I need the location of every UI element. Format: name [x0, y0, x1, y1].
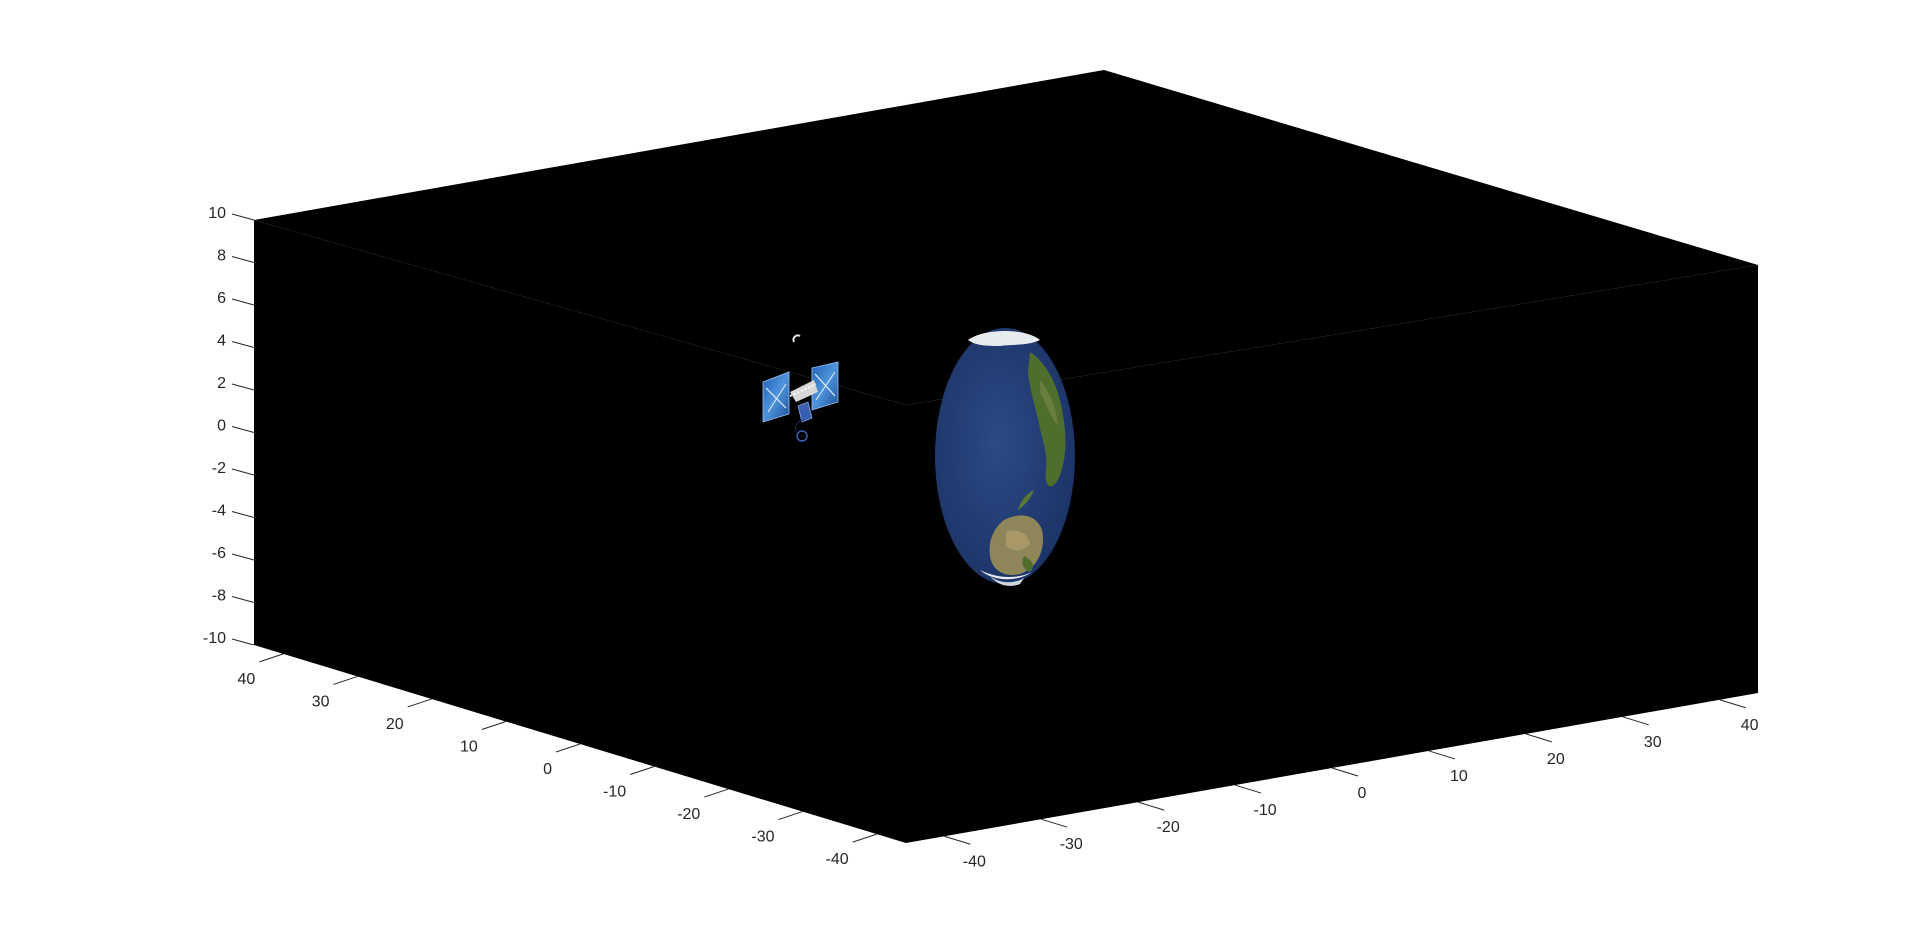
y-tick-label: -20: [677, 806, 700, 823]
z-tick-mark: [231, 213, 255, 221]
x-tick-mark: [1138, 801, 1165, 811]
axes-top-face: [254, 70, 1758, 405]
y-tick-mark: [630, 766, 655, 775]
x-tick-mark: [1719, 699, 1746, 709]
y-tick-label: 20: [386, 716, 404, 733]
z-tick-mark: [231, 638, 255, 646]
z-tick-label: -2: [212, 460, 226, 477]
z-tick-mark: [231, 383, 255, 391]
y-tick-label: -10: [603, 784, 626, 801]
z-tick-label: 0: [217, 418, 226, 435]
z-tick-label: -10: [203, 630, 226, 647]
x-tick-label: 30: [1644, 734, 1662, 751]
y-tick-mark: [407, 698, 432, 708]
x-tick-label: 0: [1358, 785, 1367, 802]
x-tick-label: -30: [1060, 836, 1083, 853]
z-tick-mark: [231, 298, 255, 306]
x-tick-label: -20: [1157, 819, 1180, 836]
y-tick-label: 10: [460, 738, 478, 755]
y-tick-mark: [555, 743, 581, 753]
x-tick-mark: [1525, 733, 1552, 743]
z-tick-label: -8: [212, 588, 226, 605]
z-tick-label: 6: [217, 290, 226, 307]
y-tick-mark: [778, 811, 803, 821]
y-tick-label: 0: [543, 761, 552, 778]
y-tick-label: 30: [312, 693, 330, 710]
z-tick-mark: [231, 256, 255, 263]
x-tick-mark: [1041, 818, 1068, 828]
earth-globe: [935, 328, 1075, 586]
y-axis: 40 30 20 10 0 -10 -20 -30 -40: [238, 653, 877, 868]
z-tick-mark: [231, 596, 255, 603]
x-tick-label: 40: [1741, 717, 1759, 734]
axes-right-face: [906, 265, 1758, 843]
z-tick-mark: [231, 426, 255, 433]
y-tick-label: -30: [751, 829, 774, 846]
z-tick-mark: [231, 553, 255, 561]
satellite: [762, 334, 839, 442]
x-tick-label: -10: [1254, 802, 1277, 819]
x-tick-mark: [944, 835, 971, 845]
axes-box: [254, 70, 1758, 843]
x-tick-mark: [1622, 716, 1649, 726]
z-tick-label: 4: [217, 333, 226, 350]
x-tick-label: -40: [963, 853, 986, 870]
x-tick-label: 10: [1450, 768, 1468, 785]
y-tick-label: 40: [238, 671, 256, 688]
x-tick-mark: [1234, 784, 1262, 794]
x-tick-mark: [1428, 750, 1456, 760]
z-axis: 10 8 6 4 2 0 -2 -4 -6 -8 -10: [203, 205, 255, 647]
z-tick-mark: [231, 511, 255, 518]
y-tick-mark: [852, 833, 877, 843]
y-tick-mark: [704, 788, 729, 798]
x-tick-label: 20: [1547, 751, 1565, 768]
z-tick-mark: [231, 341, 255, 348]
y-tick-mark: [481, 721, 506, 730]
y-tick-label: -40: [826, 851, 849, 868]
axes-left-face: [254, 220, 906, 843]
z-tick-label: -6: [212, 545, 226, 562]
z-tick-label: 8: [217, 248, 226, 265]
z-tick-label: 2: [217, 375, 226, 392]
x-axis: -40 -30 -20 -10 0 10 20 30 40: [944, 699, 1759, 870]
z-tick-mark: [231, 468, 255, 476]
x-tick-mark: [1331, 767, 1359, 777]
y-tick-mark: [259, 653, 284, 663]
y-tick-mark: [333, 675, 358, 685]
z-tick-label: -4: [212, 503, 226, 520]
z-tick-label: 10: [208, 205, 226, 222]
